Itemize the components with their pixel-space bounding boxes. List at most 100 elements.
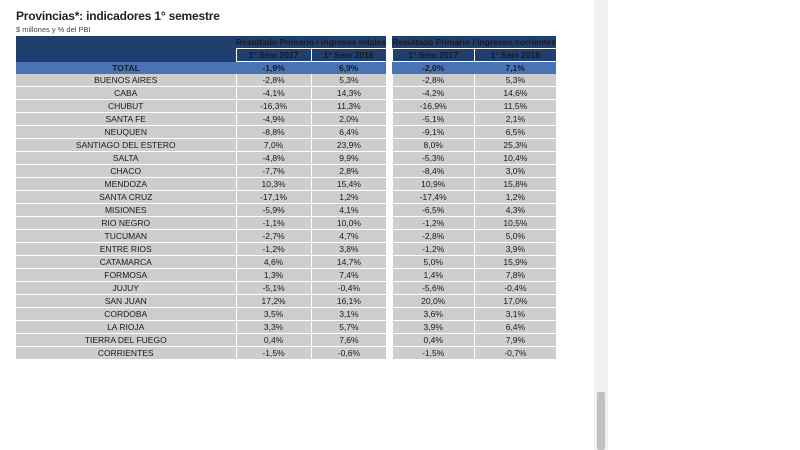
table-row: SALTA -4,8% 9,9% -5,3% 10,4% bbox=[16, 151, 557, 165]
value-cell: 3,6% bbox=[391, 307, 475, 321]
value-cell: -8,4% bbox=[391, 164, 475, 178]
value-cell: 5,7% bbox=[310, 320, 387, 334]
total-row: TOTAL -1,9% 6,9% -2,0% 7,1% bbox=[16, 61, 557, 74]
value-cell: 7,9% bbox=[473, 333, 557, 347]
province-name: SANTA CRUZ bbox=[16, 190, 236, 204]
province-name: ENTRE RIOS bbox=[16, 242, 236, 256]
value-cell: -4,8% bbox=[235, 151, 312, 165]
value-cell: 11,3% bbox=[310, 99, 387, 113]
value-cell: 3,0% bbox=[473, 164, 557, 178]
value-cell: 25,3% bbox=[473, 138, 557, 152]
value-cell: 3,3% bbox=[235, 320, 312, 334]
province-name: MISIONES bbox=[16, 203, 236, 217]
province-name: FORMOSA bbox=[16, 268, 236, 282]
value-cell: -1,5% bbox=[391, 346, 475, 360]
header-period: 1° Sem 2017 bbox=[391, 48, 475, 62]
table-row: SANTA FE -4,9% 2,0% -5,1% 2,1% bbox=[16, 112, 557, 126]
row-gap bbox=[386, 190, 393, 204]
total-value: 6,9% bbox=[311, 61, 387, 74]
header-gap bbox=[386, 36, 393, 49]
header-group-totales: Resultado Primario / ingresos totales bbox=[236, 36, 387, 49]
value-cell: 2,0% bbox=[310, 112, 387, 126]
row-gap bbox=[386, 242, 393, 256]
vertical-scrollbar[interactable] bbox=[594, 0, 608, 450]
row-gap bbox=[386, 281, 393, 295]
row-gap bbox=[386, 333, 393, 347]
value-cell: 14,6% bbox=[473, 86, 557, 100]
province-name: MENDOZA bbox=[16, 177, 236, 191]
table-row: BUENOS AIRES -2,8% 5,3% -2,8% 5,3% bbox=[16, 74, 557, 87]
value-cell: 10,0% bbox=[310, 216, 387, 230]
value-cell: 3,9% bbox=[473, 242, 557, 256]
value-cell: 3,1% bbox=[310, 307, 387, 321]
value-cell: 20,0% bbox=[391, 294, 475, 308]
value-cell: 14,7% bbox=[310, 255, 387, 269]
value-cell: -7,7% bbox=[235, 164, 312, 178]
page-title: Provincias*: indicadores 1° semestre bbox=[16, 9, 220, 23]
value-cell: 0,4% bbox=[391, 333, 475, 347]
value-cell: -0,4% bbox=[473, 281, 557, 295]
value-cell: 5,3% bbox=[310, 74, 387, 87]
province-name: CHACO bbox=[16, 164, 236, 178]
province-name: SANTA FE bbox=[16, 112, 236, 126]
table-row: CORRIENTES -1,5% -0,6% -1,5% -0,7% bbox=[16, 346, 557, 360]
total-label: TOTAL bbox=[16, 61, 236, 74]
row-gap bbox=[386, 86, 393, 100]
table-row: LA RIOJA 3,3% 5,7% 3,9% 6,4% bbox=[16, 320, 557, 334]
province-name: RIO NEGRO bbox=[16, 216, 236, 230]
province-name: SALTA bbox=[16, 151, 236, 165]
row-gap bbox=[386, 294, 393, 308]
row-gap bbox=[386, 125, 393, 139]
document-page: Provincias*: indicadores 1° semestre $ m… bbox=[16, 9, 557, 360]
table-row: MENDOZA 10,3% 15,4% 10,9% 15,8% bbox=[16, 177, 557, 191]
value-cell: 5,3% bbox=[473, 74, 557, 87]
value-cell: -1,5% bbox=[235, 346, 312, 360]
value-cell: 10,9% bbox=[391, 177, 475, 191]
value-cell: 16,1% bbox=[310, 294, 387, 308]
table-row: ENTRE RIOS -1,2% 3,8% -1,2% 3,9% bbox=[16, 242, 557, 256]
province-name: BUENOS AIRES bbox=[16, 74, 236, 87]
value-cell: 10,3% bbox=[235, 177, 312, 191]
table-row: MISIONES -5,9% 4,1% -6,5% 4,3% bbox=[16, 203, 557, 217]
value-cell: 3,9% bbox=[391, 320, 475, 334]
province-name: CHUBUT bbox=[16, 99, 236, 113]
value-cell: 15,9% bbox=[473, 255, 557, 269]
value-cell: 9,9% bbox=[310, 151, 387, 165]
province-name: TIERRA DEL FUEGO bbox=[16, 333, 236, 347]
scrollbar-thumb[interactable] bbox=[597, 392, 605, 450]
row-gap bbox=[386, 61, 393, 74]
province-name: CATAMARCA bbox=[16, 255, 236, 269]
value-cell: 0,4% bbox=[235, 333, 312, 347]
row-gap bbox=[386, 112, 393, 126]
row-gap bbox=[386, 99, 393, 113]
header-row-groups: Resultado Primario / ingresos totales Re… bbox=[16, 36, 557, 49]
row-gap bbox=[386, 203, 393, 217]
value-cell: 2,8% bbox=[310, 164, 387, 178]
value-cell: 7,8% bbox=[473, 268, 557, 282]
table-row: SAN JUAN 17,2% 16,1% 20,0% 17,0% bbox=[16, 294, 557, 308]
value-cell: 5,0% bbox=[473, 229, 557, 243]
row-gap bbox=[386, 74, 393, 87]
row-gap bbox=[386, 216, 393, 230]
value-cell: -2,8% bbox=[235, 74, 312, 87]
value-cell: 17,2% bbox=[235, 294, 312, 308]
value-cell: 4,3% bbox=[473, 203, 557, 217]
provinces-table: Resultado Primario / ingresos totales Re… bbox=[16, 36, 557, 360]
value-cell: -4,2% bbox=[391, 86, 475, 100]
value-cell: 3,5% bbox=[235, 307, 312, 321]
value-cell: -1,2% bbox=[235, 242, 312, 256]
province-name: TUCUMAN bbox=[16, 229, 236, 243]
value-cell: 15,4% bbox=[310, 177, 387, 191]
value-cell: -0,7% bbox=[473, 346, 557, 360]
header-row-periods: 1° Sem 2017 1° Sem 2018 1° Sem 2017 1° S… bbox=[16, 48, 557, 62]
header-blank-cell bbox=[16, 36, 236, 49]
row-gap bbox=[386, 151, 393, 165]
row-gap bbox=[386, 346, 393, 360]
value-cell: 6,4% bbox=[310, 125, 387, 139]
row-gap bbox=[386, 268, 393, 282]
province-name: LA RIOJA bbox=[16, 320, 236, 334]
value-cell: -16,3% bbox=[235, 99, 312, 113]
province-name: SAN JUAN bbox=[16, 294, 236, 308]
value-cell: 1,4% bbox=[391, 268, 475, 282]
total-value: -1,9% bbox=[236, 61, 312, 74]
